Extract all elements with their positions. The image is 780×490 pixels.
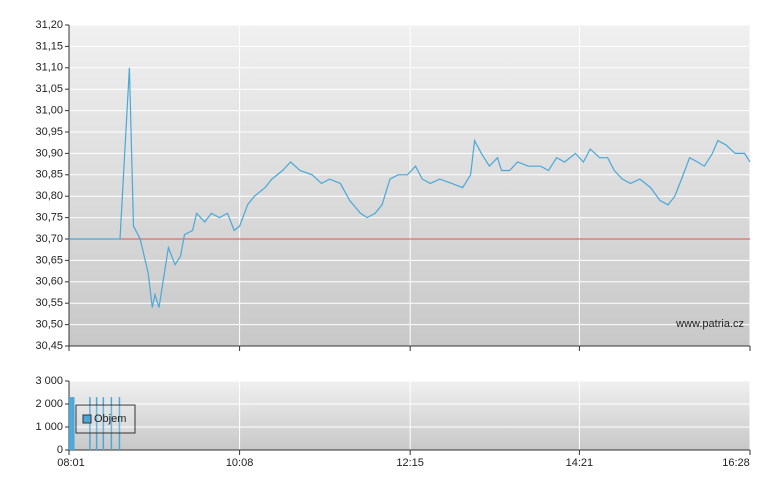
plot-area [69, 381, 750, 450]
legend-swatch [82, 414, 92, 424]
y-tick-label: 31,10 [35, 62, 63, 74]
y-tick-label: 31,20 [35, 19, 63, 31]
x-tick-label: 10:08 [226, 457, 254, 469]
plot-area [69, 25, 750, 346]
y-tick-label: 2 000 [35, 398, 63, 410]
x-tick-label: 14:21 [566, 457, 594, 469]
y-tick-label: 31,15 [35, 40, 63, 52]
volume-bar [73, 397, 75, 450]
y-tick-label: 30,60 [35, 276, 63, 288]
volume-bar [70, 397, 72, 450]
price-line [69, 67, 751, 308]
volume-bar [89, 397, 91, 450]
y-tick-label: 30,50 [35, 319, 63, 331]
x-tick-label: 08:01 [57, 457, 85, 469]
watermark: www.patria.cz [675, 318, 744, 330]
y-tick-label: 30,80 [35, 190, 63, 202]
y-tick-label: 3 000 [35, 375, 63, 387]
y-tick-label: 30,45 [35, 340, 63, 352]
legend-label: Objem [94, 413, 126, 425]
y-tick-label: 1 000 [35, 421, 63, 433]
volume-bar [71, 397, 74, 450]
volume-bar [69, 397, 71, 450]
y-tick-label: 30,65 [35, 254, 63, 266]
y-tick-label: 31,00 [35, 105, 63, 117]
volume-bar [110, 397, 113, 450]
y-tick-label: 30,85 [35, 169, 63, 181]
x-tick-label: 16:28 [722, 457, 750, 469]
volume-bar [102, 397, 105, 450]
volume-bar [95, 397, 98, 450]
y-tick-label: 30,70 [35, 233, 63, 245]
volume-bar [118, 397, 121, 450]
y-tick-label: 30,55 [35, 297, 63, 309]
y-tick-label: 0 [57, 444, 63, 456]
y-tick-label: 31,05 [35, 83, 63, 95]
y-tick-label: 30,90 [35, 147, 63, 159]
y-tick-label: 30,95 [35, 126, 63, 138]
x-tick-label: 12:15 [396, 457, 424, 469]
y-tick-label: 30,75 [35, 212, 63, 224]
